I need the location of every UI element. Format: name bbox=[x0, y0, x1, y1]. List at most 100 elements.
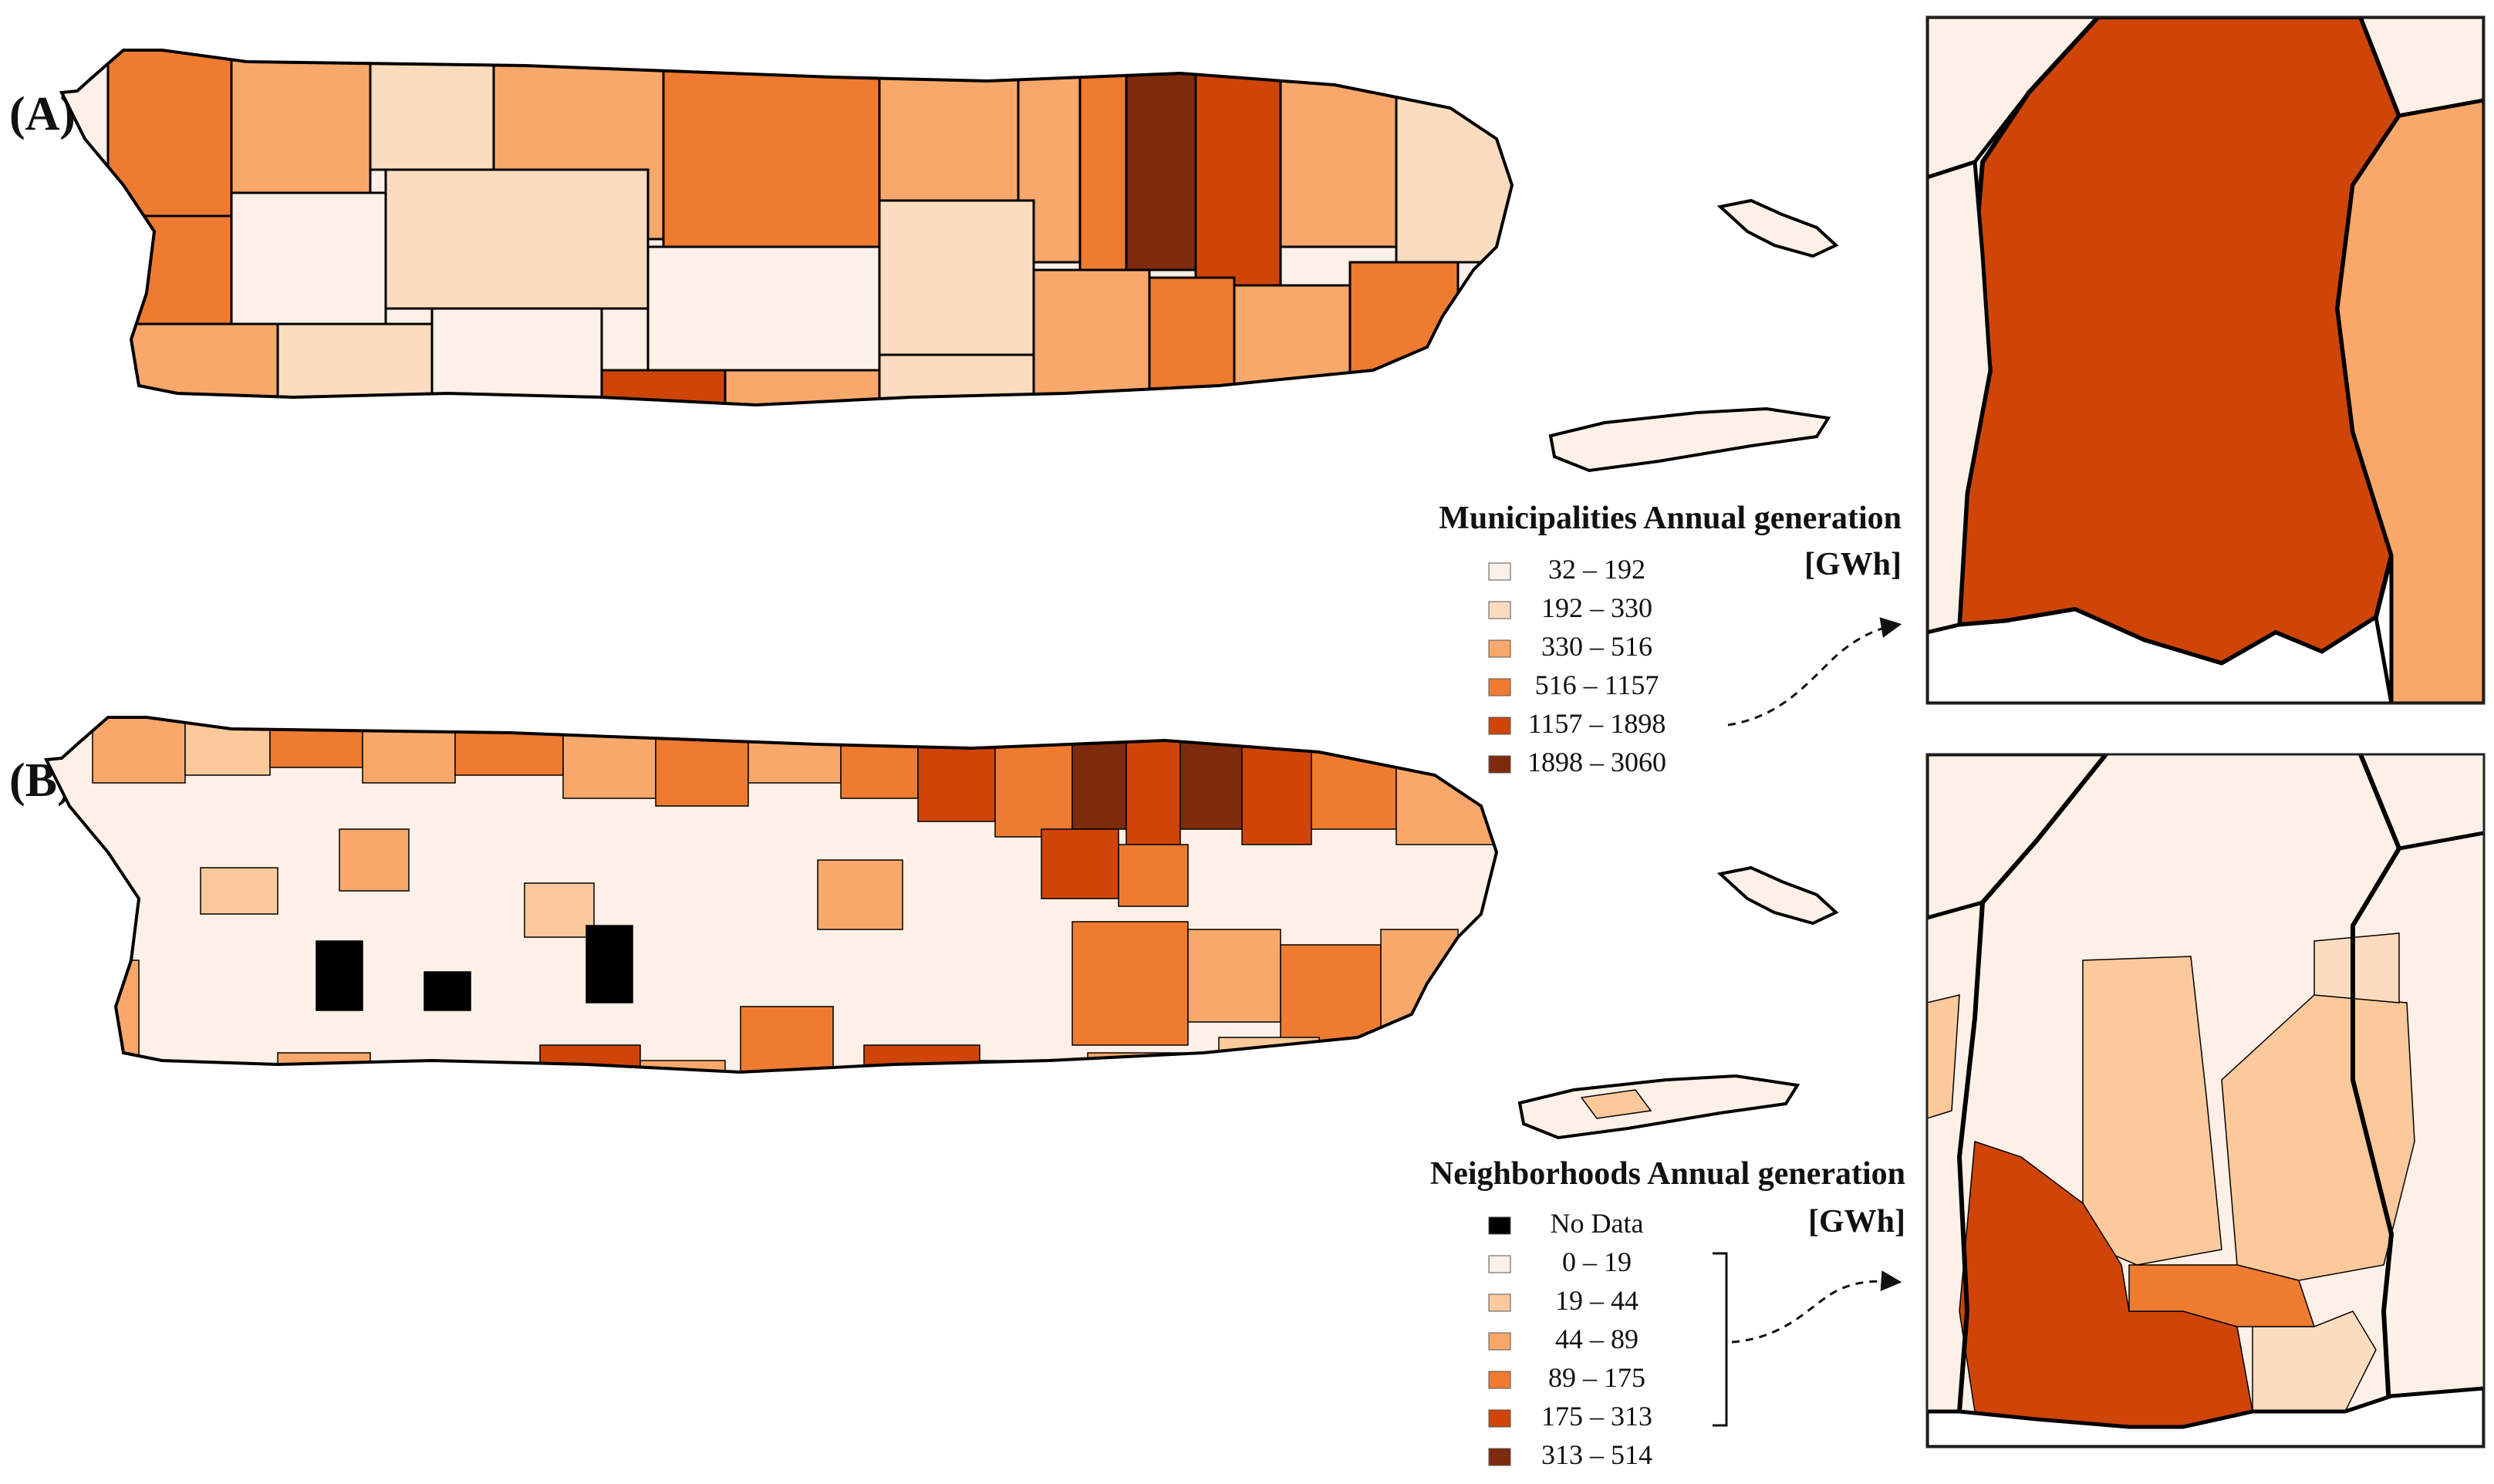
neighborhood bbox=[92, 717, 186, 784]
legend-swatch bbox=[1488, 717, 1511, 735]
island-vieques-b bbox=[1517, 1074, 1800, 1140]
legend-label: 32 – 192 bbox=[1548, 554, 1645, 585]
inset-b-arrow bbox=[1731, 1270, 1902, 1344]
legend-b-bracket bbox=[1713, 1252, 1728, 1427]
municipality bbox=[878, 199, 1035, 356]
municipality bbox=[276, 322, 434, 405]
neighborhood bbox=[562, 717, 656, 799]
municipality bbox=[646, 245, 881, 372]
neighborhood bbox=[979, 1060, 1073, 1072]
legend-label: 330 – 516 bbox=[1541, 631, 1652, 662]
municipality bbox=[1078, 50, 1128, 279]
municipality bbox=[1194, 50, 1282, 287]
legend-swatch bbox=[1488, 678, 1511, 696]
legend-b-title: Neighborhoods Annual generation bbox=[1430, 1156, 1905, 1192]
neighborhood bbox=[1311, 717, 1397, 830]
legend-label: 1157 – 1898 bbox=[1528, 708, 1666, 739]
legend-label: 19 – 44 bbox=[1555, 1285, 1638, 1316]
legend-label: 175 – 313 bbox=[1541, 1401, 1652, 1432]
legend-swatch bbox=[1488, 1371, 1511, 1389]
legend-label: 1898 – 3060 bbox=[1527, 747, 1666, 777]
neighborhood bbox=[454, 717, 564, 776]
neighborhood-map-b bbox=[45, 716, 1498, 1207]
legend-swatch bbox=[1488, 639, 1511, 658]
municipality bbox=[122, 322, 279, 405]
island-culebra-a bbox=[1716, 198, 1839, 258]
legend-a: Municipalities Annual generation [GWh] 3… bbox=[1439, 501, 1902, 777]
neighborhood-no-data bbox=[949, 1115, 1049, 1207]
neighborhood-no-data bbox=[424, 971, 471, 1011]
island-culebra-b bbox=[1716, 865, 1839, 926]
municipality bbox=[1149, 432, 1304, 494]
municipality bbox=[878, 353, 1035, 405]
municipality bbox=[384, 168, 650, 310]
legend-swatch bbox=[1488, 1409, 1511, 1428]
municipality bbox=[1032, 268, 1151, 405]
neighborhood bbox=[1087, 1052, 1204, 1072]
municipality bbox=[878, 50, 1020, 202]
neighborhood bbox=[362, 717, 456, 784]
neighborhood bbox=[817, 859, 903, 930]
legend-swatch bbox=[1488, 1255, 1511, 1273]
legend-b: Neighborhoods Annual generation [GWh] No… bbox=[1430, 1156, 1905, 1470]
legend-swatch bbox=[1488, 601, 1511, 619]
neighborhood bbox=[917, 717, 996, 822]
neighborhood bbox=[1072, 921, 1189, 1046]
neighborhood-no-data bbox=[586, 925, 633, 1003]
municipality bbox=[724, 369, 881, 405]
neighborhood bbox=[539, 1044, 641, 1072]
legend-label: 192 – 330 bbox=[1541, 592, 1652, 623]
neighborhood bbox=[640, 1060, 726, 1072]
municipality bbox=[230, 191, 387, 325]
municipality bbox=[1348, 261, 1460, 387]
legend-swatch bbox=[1488, 1332, 1511, 1351]
neighborhood bbox=[200, 867, 278, 915]
municipality bbox=[62, 214, 233, 325]
neighborhood bbox=[655, 717, 749, 807]
neighborhood bbox=[1072, 717, 1127, 830]
legend-label: 516 – 1157 bbox=[1535, 669, 1659, 700]
municipality bbox=[106, 50, 233, 218]
legend-label: 0 – 19 bbox=[1562, 1246, 1632, 1277]
neighborhood-no-data bbox=[316, 940, 363, 1011]
legend-a-items: 32 – 192 192 – 330 330 – 516 516 – 1157 1157… bbox=[1488, 554, 1666, 777]
inset-b bbox=[1925, 753, 2486, 1449]
municipality bbox=[600, 369, 727, 405]
legend-swatch bbox=[1488, 1293, 1511, 1312]
neighborhood bbox=[1118, 844, 1189, 907]
municipality bbox=[230, 50, 372, 194]
legend-swatch bbox=[1488, 562, 1511, 581]
municipality bbox=[1302, 384, 1460, 405]
municipality-map-a bbox=[60, 49, 1514, 494]
municipality bbox=[1279, 50, 1398, 248]
neighborhood bbox=[1126, 717, 1181, 845]
legend-label: 44 – 89 bbox=[1555, 1324, 1638, 1354]
neighborhood bbox=[107, 1067, 217, 1072]
municipality bbox=[1034, 409, 1149, 494]
legend-swatch bbox=[1488, 755, 1511, 774]
legend-a-title: Municipalities Annual generation bbox=[1439, 501, 1902, 536]
panel-a: (A) bbox=[9, 15, 2486, 777]
municipality bbox=[369, 50, 495, 171]
island-vieques-a bbox=[1548, 406, 1831, 473]
neighborhood bbox=[339, 828, 410, 892]
neighborhood bbox=[748, 717, 842, 784]
legend-b-unit: [GWh] bbox=[1808, 1204, 1905, 1239]
neighborhood bbox=[740, 1006, 834, 1072]
municipality bbox=[1148, 276, 1236, 405]
legend-label: 89 – 175 bbox=[1548, 1362, 1645, 1393]
neighborhood bbox=[524, 882, 595, 938]
legend-a-unit: [GWh] bbox=[1804, 547, 1902, 582]
neighborhood bbox=[994, 717, 1073, 838]
municipality bbox=[662, 50, 881, 248]
panel-b: (B) bbox=[9, 716, 2486, 1470]
neighborhood bbox=[269, 717, 363, 768]
legend-b-items: No Data 0 – 19 19 – 44 44 – 89 89 – 175 175 –… bbox=[1488, 1208, 1652, 1470]
legend-swatch bbox=[1488, 1448, 1511, 1466]
legend-label: No Data bbox=[1551, 1208, 1644, 1239]
neighborhood bbox=[1241, 717, 1312, 845]
neighborhood bbox=[1041, 828, 1119, 899]
neighborhood bbox=[1380, 929, 1459, 1030]
municipality bbox=[1125, 50, 1197, 272]
